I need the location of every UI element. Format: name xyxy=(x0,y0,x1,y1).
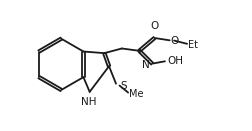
Text: O: O xyxy=(170,37,178,47)
Text: N: N xyxy=(142,61,149,70)
Text: S: S xyxy=(120,81,126,91)
Text: OH: OH xyxy=(167,56,182,66)
Text: NH: NH xyxy=(80,97,96,107)
Text: Et: Et xyxy=(187,40,198,50)
Text: O: O xyxy=(150,21,159,31)
Text: Me: Me xyxy=(129,89,143,99)
